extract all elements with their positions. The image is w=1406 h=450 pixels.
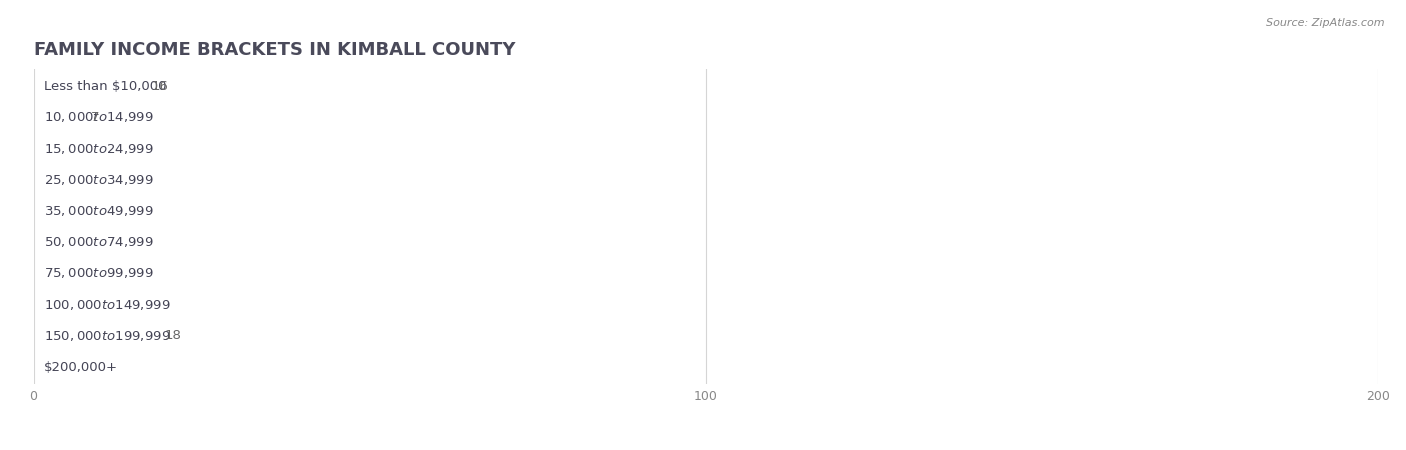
Text: 66: 66: [454, 142, 471, 155]
Text: 18: 18: [165, 329, 181, 342]
Text: Less than $10,000: Less than $10,000: [44, 80, 166, 93]
Text: $15,000 to $24,999: $15,000 to $24,999: [44, 142, 153, 156]
Text: 129: 129: [869, 205, 894, 217]
Text: 7: 7: [91, 111, 100, 124]
Text: $75,000 to $99,999: $75,000 to $99,999: [44, 266, 153, 280]
Text: 156: 156: [1050, 267, 1076, 280]
Text: $10,000 to $14,999: $10,000 to $14,999: [44, 110, 153, 124]
Text: 192: 192: [1292, 298, 1317, 311]
Text: $35,000 to $49,999: $35,000 to $49,999: [44, 204, 153, 218]
Text: 16: 16: [152, 80, 169, 93]
Text: FAMILY INCOME BRACKETS IN KIMBALL COUNTY: FAMILY INCOME BRACKETS IN KIMBALL COUNTY: [34, 41, 515, 59]
Text: $50,000 to $74,999: $50,000 to $74,999: [44, 235, 153, 249]
Text: $150,000 to $199,999: $150,000 to $199,999: [44, 329, 170, 343]
Text: $25,000 to $34,999: $25,000 to $34,999: [44, 173, 153, 187]
Text: Source: ZipAtlas.com: Source: ZipAtlas.com: [1267, 18, 1385, 28]
Text: 44: 44: [307, 173, 322, 186]
Text: 184: 184: [1239, 236, 1264, 249]
Text: $100,000 to $149,999: $100,000 to $149,999: [44, 298, 170, 312]
Text: $200,000+: $200,000+: [44, 360, 118, 374]
Text: 51: 51: [353, 360, 370, 374]
